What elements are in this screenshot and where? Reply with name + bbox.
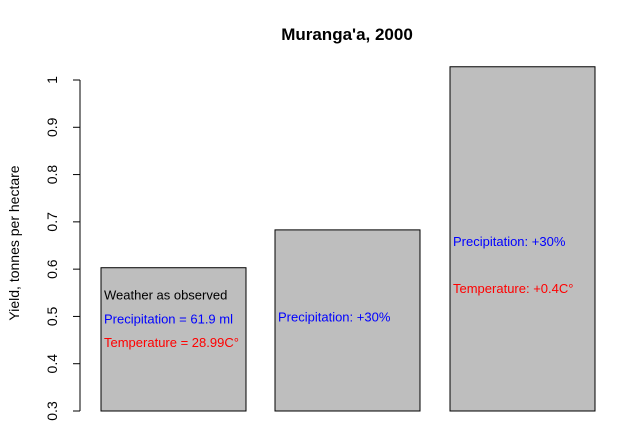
bar-annotation: Precipitation: +30% xyxy=(453,234,566,249)
bar-annotation: Precipitation = 61.9 ml xyxy=(104,311,233,326)
bar-annotation: Weather as observed xyxy=(104,288,227,303)
chart-title: Muranga'a, 2000 xyxy=(281,25,413,44)
bar-annotation: Precipitation: +30% xyxy=(278,309,391,324)
bar-annotations: Weather as observed Precipitation = 61.9 … xyxy=(104,234,573,350)
bar xyxy=(100,267,247,412)
y-tick-label: 0.8 xyxy=(44,165,60,185)
y-tick-label: 0.6 xyxy=(44,259,60,279)
y-tick-label: 0.5 xyxy=(44,306,60,326)
bar-annotation: Temperature = 28.99C° xyxy=(104,335,239,350)
bar xyxy=(274,229,421,412)
y-tick-label: 0.9 xyxy=(44,117,60,137)
y-axis-label: Yield, tonnes per hectare xyxy=(6,165,22,320)
bars xyxy=(100,66,596,412)
y-axis: 0.3 0.4 0.5 0.6 0.7 0.8 0.9 1 xyxy=(44,76,81,421)
y-tick-label: 1 xyxy=(44,76,60,84)
y-tick-label: 0.3 xyxy=(44,401,60,421)
y-tick-label: 0.4 xyxy=(44,354,60,374)
bar xyxy=(449,66,596,412)
y-tick-label: 0.7 xyxy=(44,212,60,232)
bar-annotation: Temperature: +0.4C° xyxy=(453,281,573,296)
